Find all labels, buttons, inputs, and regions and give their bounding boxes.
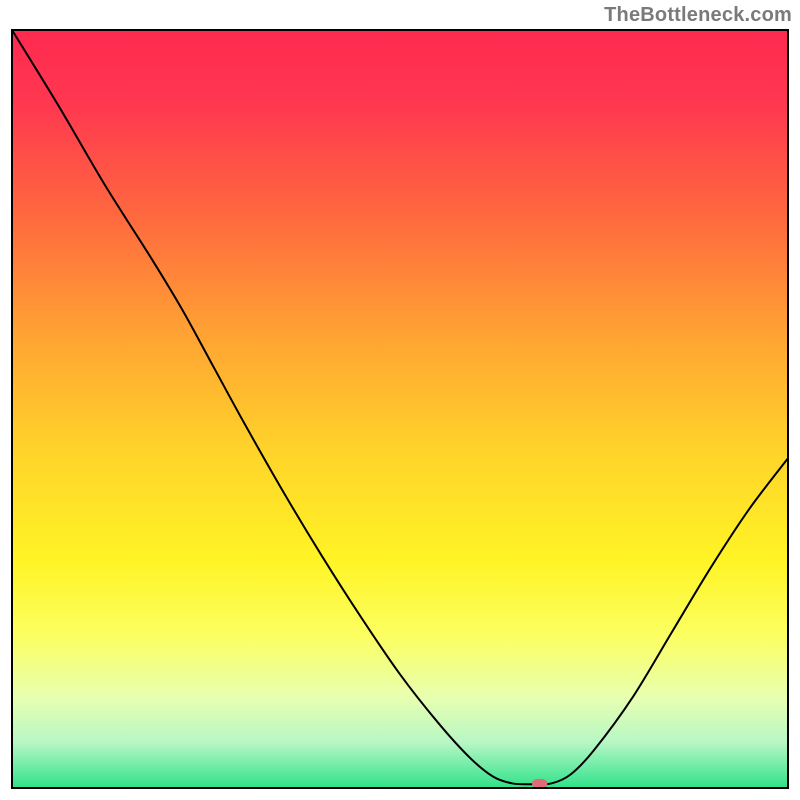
chart-svg xyxy=(0,0,800,800)
watermark-text: TheBottleneck.com xyxy=(604,4,792,27)
chart-stage: TheBottleneck.com xyxy=(0,0,800,800)
min-marker-pill xyxy=(532,779,548,788)
